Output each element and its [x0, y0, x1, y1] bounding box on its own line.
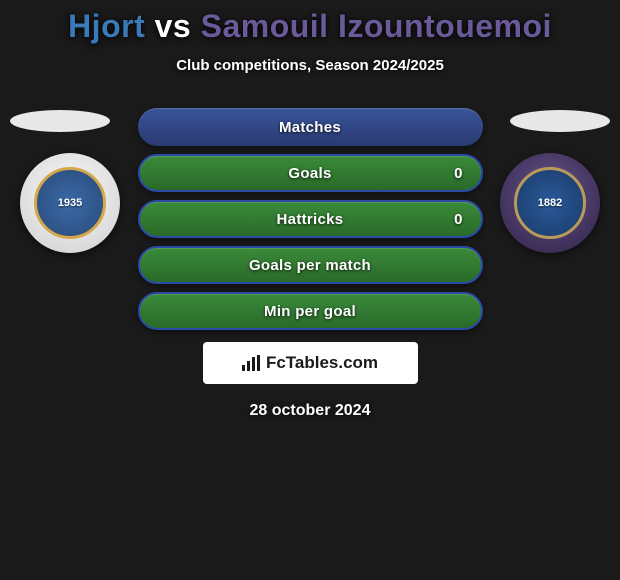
stat-bar-label: Matches: [279, 119, 341, 136]
subtitle: Club competitions, Season 2024/2025: [0, 57, 620, 74]
stat-bar-value-right: 0: [454, 211, 462, 228]
stat-bars: Matches Goals 0 Hattricks 0 Goals per match Mi…: [138, 108, 483, 330]
club-badge-right-inner: 1882: [514, 167, 586, 239]
stat-bar-value-right: 0: [454, 165, 462, 182]
club-badge-right: 1882: [500, 153, 600, 253]
club-badge-left-inner: 1935: [34, 167, 106, 239]
stat-bar-label: Min per goal: [264, 303, 356, 320]
stat-bar-label: Hattricks: [277, 211, 344, 228]
stat-bar: Goals per match: [138, 246, 483, 284]
logo-text: FcTables.com: [266, 353, 378, 373]
stat-bar-fill: Hattricks 0: [138, 200, 483, 238]
snapshot-date: 28 october 2024: [0, 402, 620, 420]
stat-bar: Min per goal: [138, 292, 483, 330]
stat-bar-label: Goals per match: [249, 257, 371, 274]
player2-name: Samouil Izountouemoi: [201, 8, 552, 44]
stat-bar-fill: Goals 0: [138, 154, 483, 192]
vs-separator: vs: [155, 8, 192, 44]
club-badge-left: 1935: [20, 153, 120, 253]
fctables-logo: FcTables.com: [203, 342, 418, 384]
stat-bar-fill: Matches: [138, 108, 483, 146]
player1-name: Hjort: [68, 8, 145, 44]
stat-bar: Hattricks 0: [138, 200, 483, 238]
stat-bar-fill: Goals per match: [138, 246, 483, 284]
stat-bar: Goals 0: [138, 154, 483, 192]
stat-bar: Matches: [138, 108, 483, 146]
page-title: Hjort vs Samouil Izountouemoi: [0, 0, 620, 45]
stat-bar-label: Goals: [288, 165, 331, 182]
bar-chart-icon: [242, 355, 260, 371]
stat-bar-fill: Min per goal: [138, 292, 483, 330]
content-area: 1935 1882 Matches Goals 0 Hattricks 0 Goals p…: [0, 108, 620, 420]
